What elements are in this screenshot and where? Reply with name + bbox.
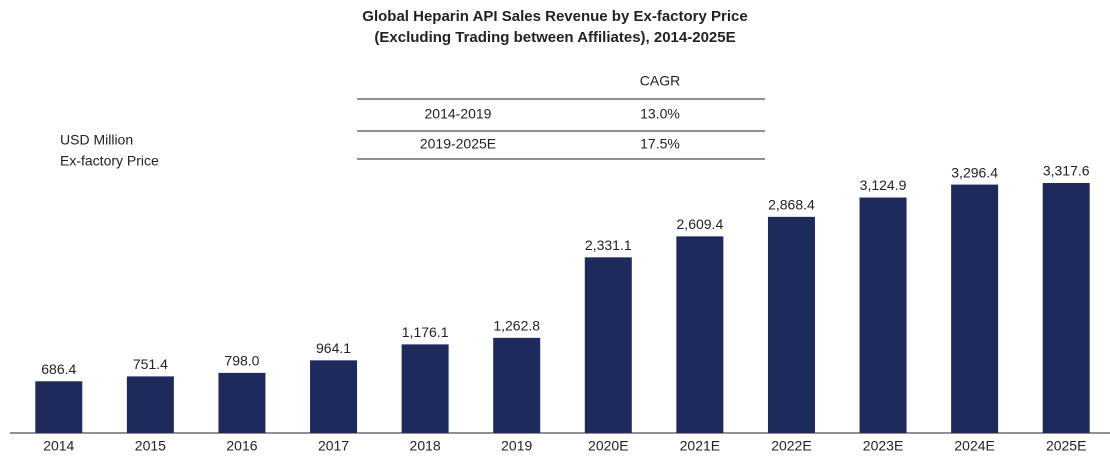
bar [951, 184, 999, 433]
x-tick-label: 2022E [771, 438, 811, 454]
y-axis-label: Ex-factory Price [60, 153, 159, 169]
data-label: 2,331.1 [585, 237, 632, 253]
table-cell: 17.5% [640, 136, 680, 152]
bar [35, 381, 83, 433]
bar [584, 257, 632, 433]
data-label: 751.4 [133, 356, 168, 372]
x-tick-label: 2017 [318, 438, 349, 454]
table-header: CAGR [640, 73, 680, 89]
data-label: 2,868.4 [768, 197, 815, 213]
x-tick-label: 2023E [863, 438, 903, 454]
bar [859, 197, 907, 433]
x-tick-label: 2014 [43, 438, 74, 454]
data-label: 3,124.9 [860, 177, 907, 193]
data-label: 1,176.1 [402, 324, 449, 340]
bar [767, 216, 815, 433]
chart-title: Global Heparin API Sales Revenue by Ex-f… [362, 8, 747, 25]
data-label: 686.4 [41, 361, 76, 377]
table-cell: 2014-2019 [425, 106, 492, 122]
x-tick-label: 2025E [1046, 438, 1086, 454]
x-tick-label: 2015 [135, 438, 166, 454]
x-tick-label: 2018 [410, 438, 441, 454]
data-label: 798.0 [224, 353, 259, 369]
data-label: 964.1 [316, 340, 351, 356]
data-label: 3,317.6 [1043, 163, 1090, 179]
x-tick-label: 2019 [501, 438, 532, 454]
data-label: 3,296.4 [951, 164, 998, 180]
bar [126, 376, 174, 433]
bar [493, 337, 541, 433]
data-label: 1,262.8 [493, 318, 540, 334]
x-tick-label: 2016 [226, 438, 257, 454]
table-cell: 13.0% [640, 106, 680, 122]
chart-title: (Excluding Trading between Affiliates), … [374, 29, 735, 46]
bar [401, 344, 449, 433]
bar [1042, 183, 1090, 433]
x-tick-label: 2020E [588, 438, 628, 454]
data-label: 2,609.4 [677, 216, 724, 232]
table-cell: 2019-2025E [420, 136, 496, 152]
x-tick-label: 2021E [680, 438, 720, 454]
bar [676, 236, 724, 433]
bar [310, 360, 358, 433]
x-tick-label: 2024E [954, 438, 994, 454]
y-axis-label: USD Million [60, 132, 133, 148]
bar [218, 372, 266, 433]
